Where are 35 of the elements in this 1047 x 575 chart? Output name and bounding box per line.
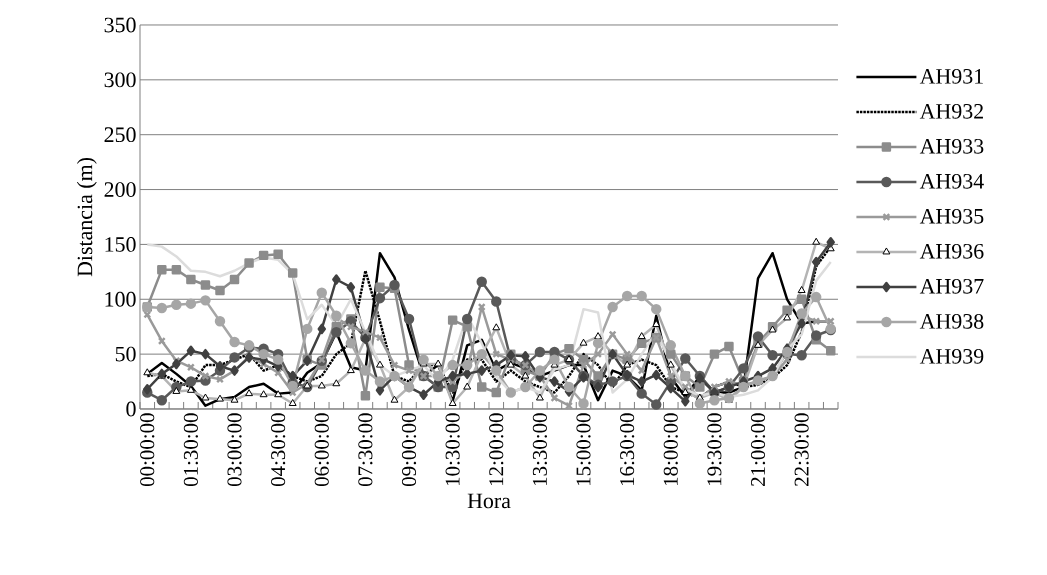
- x-tick-label: 09:00:00: [401, 413, 417, 487]
- x-tick-label: 00:00:00: [140, 413, 155, 487]
- y-tick-label: 100: [105, 291, 136, 307]
- x-tick-label: 21:00:00: [750, 413, 766, 486]
- legend-label: AH933: [919, 138, 984, 154]
- x-tick-label: 13:30:00: [532, 413, 548, 486]
- x-tick-label: 18:00:00: [663, 413, 678, 486]
- legend-label: AH935: [919, 208, 984, 224]
- legend-label: AH937: [919, 278, 984, 294]
- y-tick-label: 350: [104, 17, 136, 33]
- x-tick-label: 07:30:00: [358, 413, 373, 487]
- y-axis-title: Distancia (m): [76, 157, 97, 277]
- legend-label: AH931: [919, 68, 983, 84]
- x-tick-label: 19:30:00: [707, 413, 722, 486]
- legend-label: AH936: [919, 243, 984, 259]
- legend-label: AH934: [919, 173, 984, 189]
- x-tick-label: 10:30:00: [445, 413, 460, 486]
- x-tick-label: 01:30:00: [183, 413, 199, 487]
- x-tick-label: 06:00:00: [314, 413, 329, 487]
- y-tick-label: 150: [105, 237, 136, 252]
- y-tick-label: 200: [104, 182, 136, 197]
- y-tick-label: 0: [126, 401, 136, 417]
- x-tick-label: 15:00:00: [576, 413, 591, 486]
- x-tick-label: 04:30:00: [271, 413, 286, 487]
- x-tick-label: 12:00:00: [489, 413, 504, 486]
- x-axis-title: Hora: [467, 493, 511, 509]
- legend-label: AH939: [919, 348, 984, 364]
- legend-label: AH938: [919, 313, 984, 329]
- x-tick-label: 22:30:00: [794, 413, 809, 486]
- y-tick-label: 50: [115, 346, 136, 362]
- y-tick-label: 300: [104, 72, 136, 88]
- y-tick-label: 250: [104, 127, 136, 143]
- legend-label: AH932: [919, 103, 983, 119]
- x-tick-label: 03:00:00: [227, 413, 242, 487]
- x-tick-label: 16:30:00: [620, 413, 635, 486]
